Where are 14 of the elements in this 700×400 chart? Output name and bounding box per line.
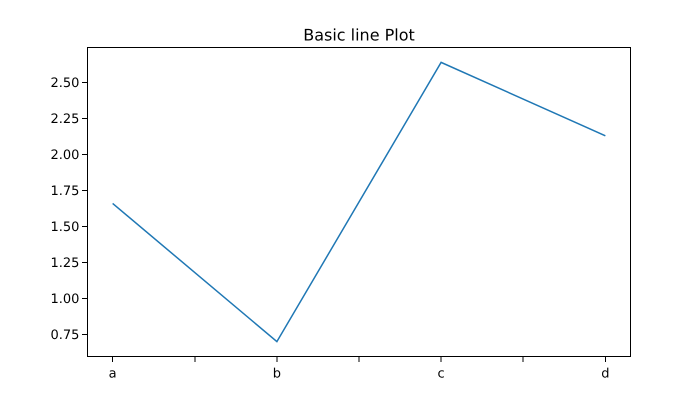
x-tick-label: a <box>108 366 117 382</box>
y-tick-label: 1.75 <box>50 184 80 200</box>
y-tick-label: 0.75 <box>50 328 80 343</box>
y-tick-label: 2.25 <box>50 112 80 128</box>
y-tick-label: 1.00 <box>50 292 80 307</box>
y-tick-label: 2.00 <box>50 148 80 164</box>
y-tick-label: 1.50 <box>50 220 80 236</box>
y-tick-label: 2.50 <box>50 76 80 92</box>
x-tick-label: d <box>601 366 610 382</box>
line-series <box>112 62 606 342</box>
x-tick-label: c <box>438 366 445 382</box>
chart-title: Basic line Plot <box>303 26 415 45</box>
y-tick-label: 1.25 <box>50 256 80 271</box>
x-tick-label: b <box>272 366 282 382</box>
